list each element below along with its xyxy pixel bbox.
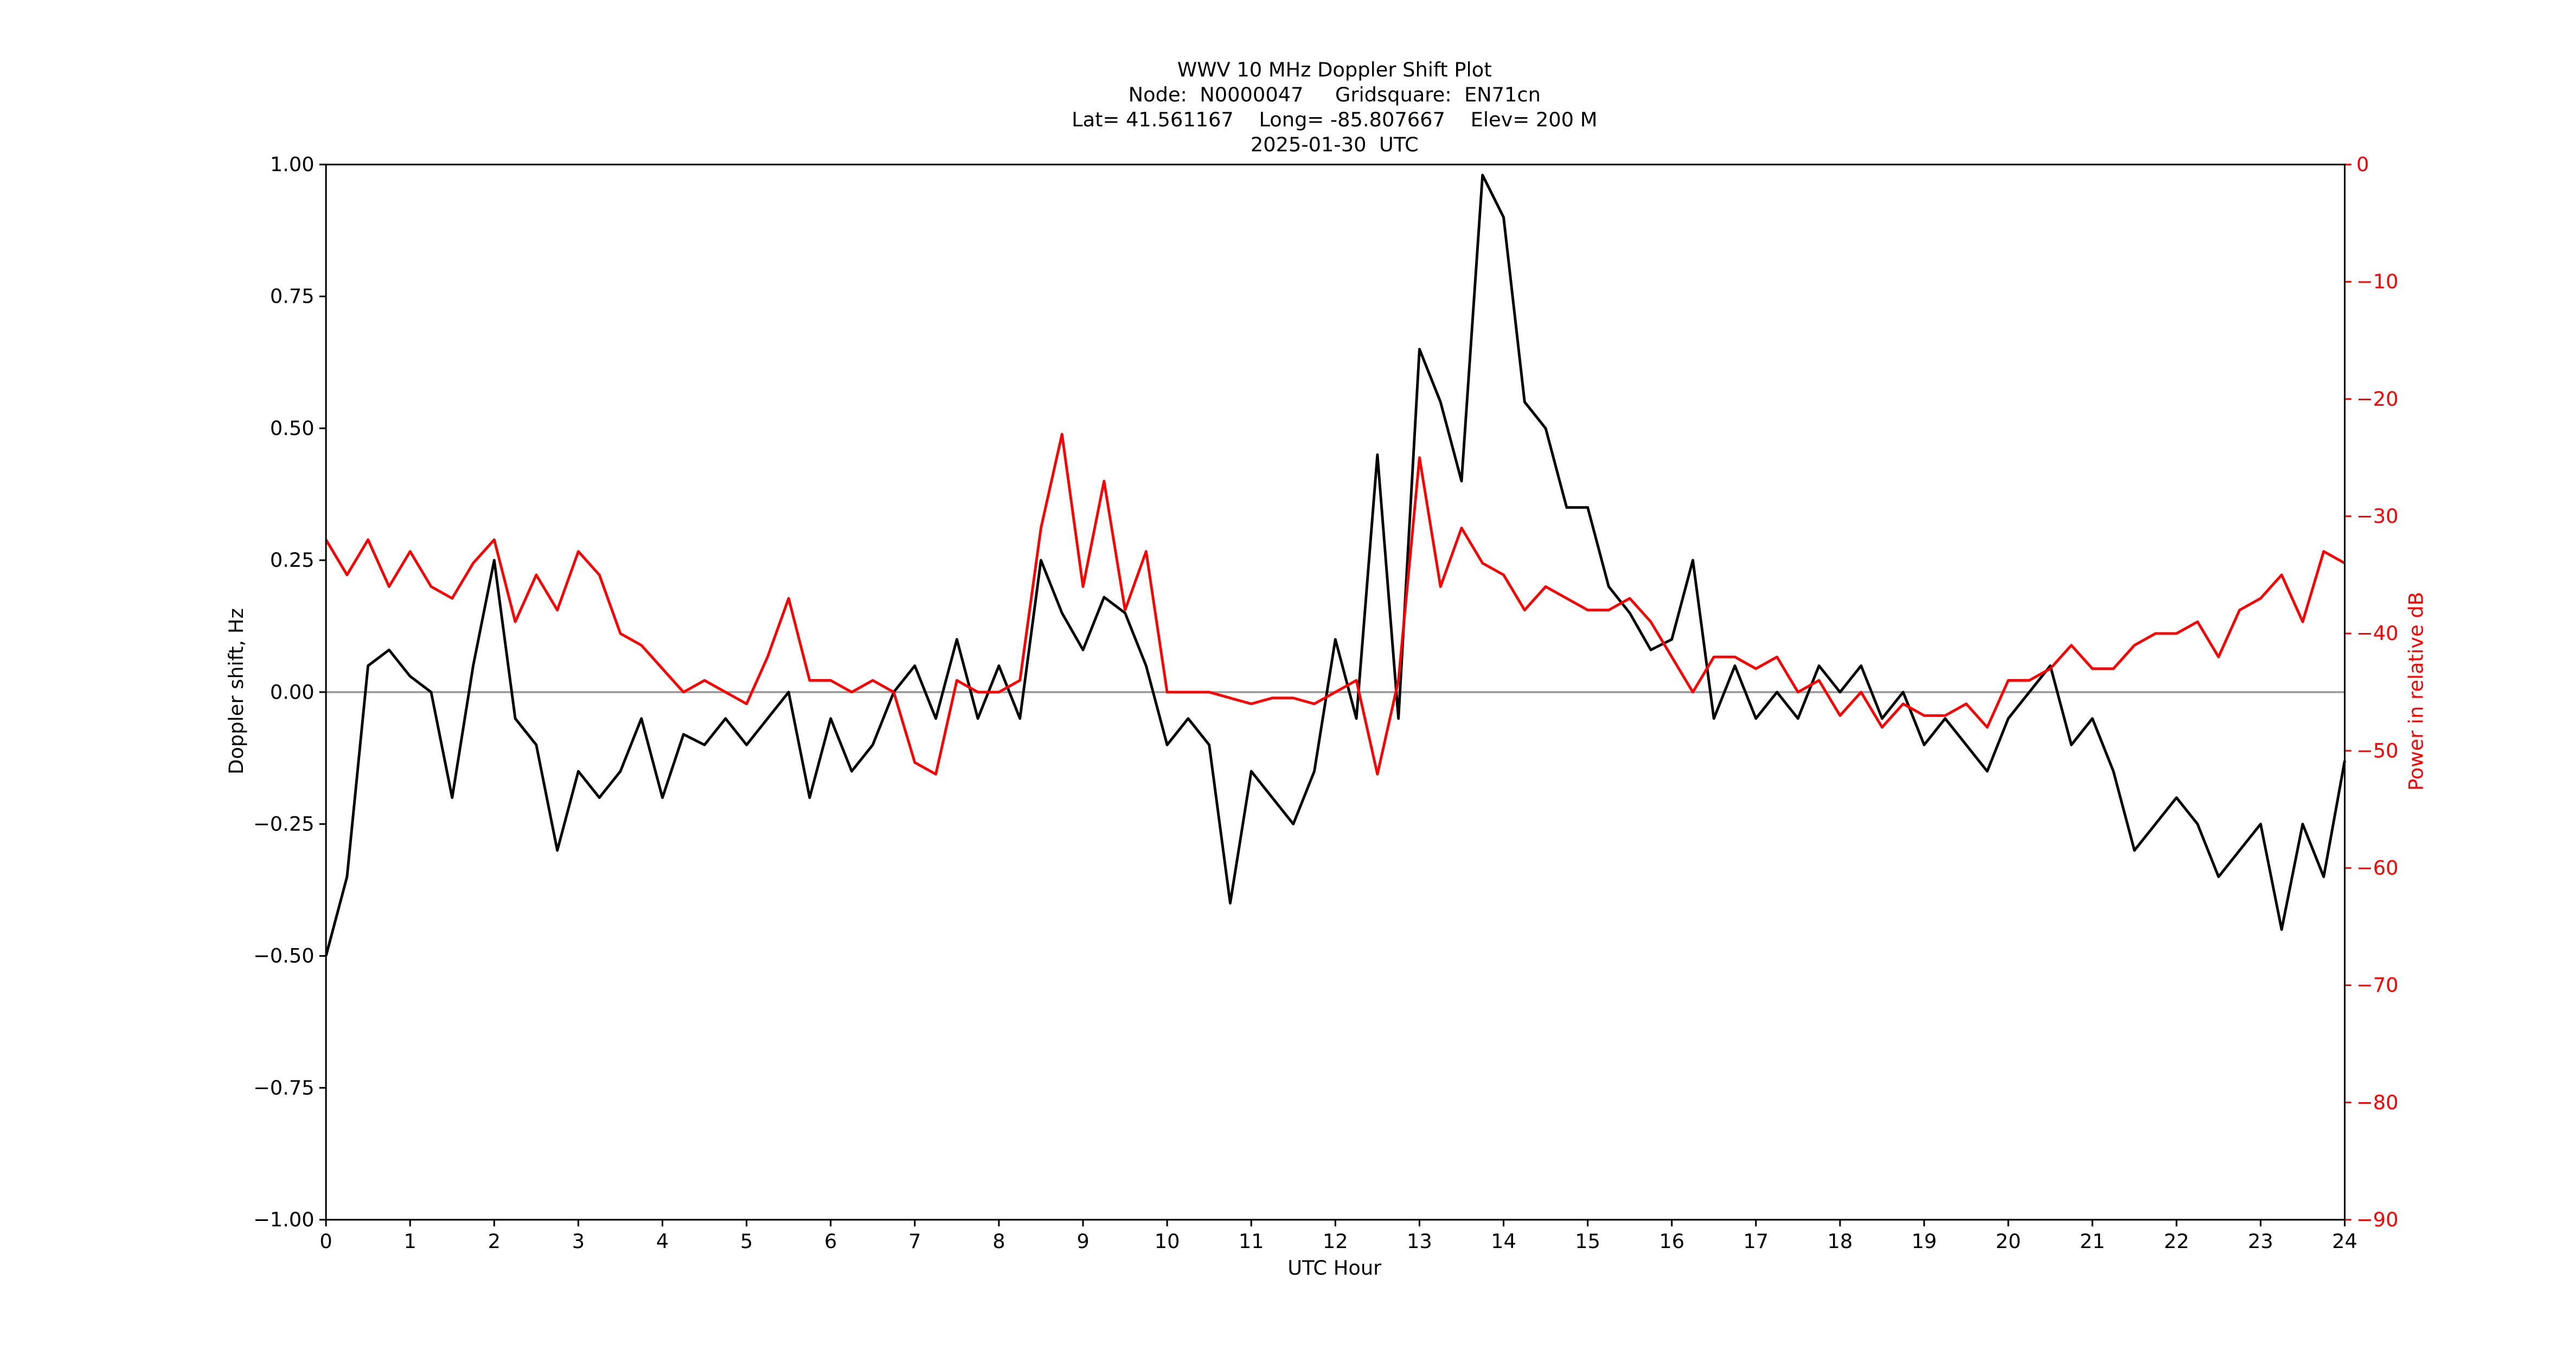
y2-tick-label: −70 (2356, 974, 2399, 997)
x-tick-label: 14 (1491, 1230, 1516, 1253)
plot-frame (325, 163, 2346, 1221)
y-tick-label: 0.75 (270, 285, 315, 308)
x-tick-label: 3 (572, 1230, 585, 1253)
x-tick-label: 5 (740, 1230, 753, 1253)
y2-axis-label: Power in relative dB (2405, 592, 2428, 791)
y-tick-label: 0.50 (270, 417, 315, 440)
x-tick-label: 20 (1996, 1230, 2021, 1253)
y-tick-label: −1.00 (253, 1208, 315, 1231)
y2-tick-label: −10 (2356, 270, 2399, 293)
x-tick-label: 9 (1076, 1230, 1089, 1253)
y2-tick-label: 0 (2356, 153, 2369, 176)
x-tick-label: 0 (319, 1230, 332, 1253)
x-tick-label: 21 (2080, 1230, 2105, 1253)
x-tick-label: 17 (1743, 1230, 1768, 1253)
x-tick-label: 2 (488, 1230, 501, 1253)
x-tick-label: 1 (404, 1230, 416, 1253)
chart-title: WWV 10 MHz Doppler Shift Plot (1177, 58, 1492, 81)
x-tick-label: 8 (992, 1230, 1005, 1253)
y2-tick-label: −40 (2356, 622, 2399, 645)
y2-tick-label: −50 (2356, 739, 2399, 762)
x-tick-label: 22 (2164, 1230, 2189, 1253)
x-tick-label: 11 (1239, 1230, 1264, 1253)
y2-tick-label: −90 (2356, 1208, 2399, 1231)
chart-title: Lat= 41.561167 Long= -85.807667 Elev= 20… (1072, 108, 1597, 131)
series-line (324, 433, 2346, 776)
x-tick-label: 10 (1155, 1230, 1180, 1253)
y-tick-label: −0.75 (253, 1076, 315, 1099)
y-tick-label: −0.25 (253, 812, 315, 835)
chart-title: 2025-01-30 UTC (1251, 133, 1419, 156)
y2-tick-label: −30 (2356, 504, 2399, 528)
x-tick-label: 6 (824, 1230, 837, 1253)
series-line (324, 174, 2346, 957)
x-tick-label: 16 (1659, 1230, 1684, 1253)
x-tick-label: 15 (1575, 1230, 1600, 1253)
x-tick-label: 19 (1912, 1230, 1937, 1253)
x-axis-label: UTC Hour (1287, 1256, 1382, 1280)
y-tick-label: 1.00 (270, 153, 315, 176)
x-tick-label: 7 (908, 1230, 921, 1253)
x-tick-label: 13 (1407, 1230, 1432, 1253)
x-tick-label: 24 (2332, 1230, 2357, 1253)
y-axis-label: Doppler shift, Hz (225, 608, 248, 775)
x-tick-label: 12 (1323, 1230, 1348, 1253)
y2-tick-label: −80 (2356, 1091, 2399, 1114)
x-tick-label: 23 (2248, 1230, 2273, 1253)
y-tick-label: 0.00 (270, 680, 315, 703)
chart-title: Node: N0000047 Gridsquare: EN71cn (1129, 83, 1541, 106)
y2-tick-label: −20 (2356, 387, 2399, 411)
y-tick-label: −0.50 (253, 944, 315, 968)
y2-tick-label: −60 (2356, 856, 2399, 880)
x-tick-label: 18 (1828, 1230, 1853, 1253)
y-tick-label: 0.25 (270, 548, 315, 572)
x-tick-label: 4 (656, 1230, 669, 1253)
